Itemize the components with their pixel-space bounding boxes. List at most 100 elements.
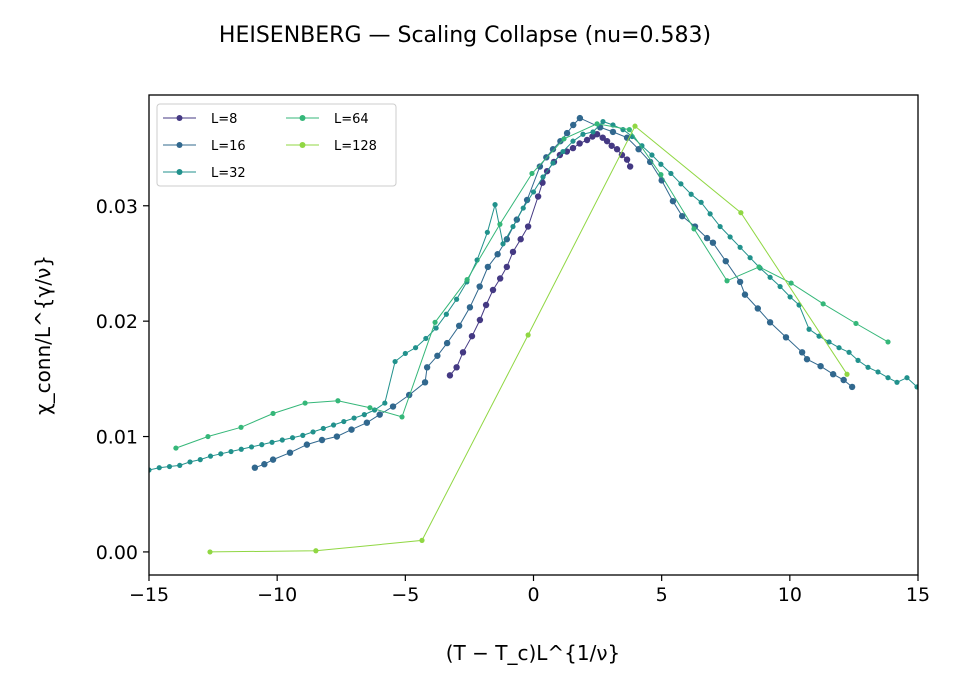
series-l-64 [173, 121, 891, 451]
data-point [536, 163, 544, 170]
data-point [688, 191, 694, 197]
data-point [520, 205, 526, 211]
data-point [885, 375, 891, 381]
data-point [348, 426, 355, 433]
data-point [446, 372, 454, 379]
data-point [218, 451, 224, 457]
data-point [618, 151, 626, 159]
legend-entry-l-16: L=16 [163, 139, 246, 154]
data-point [351, 415, 357, 421]
data-point [484, 229, 490, 235]
series-l-32 [149, 118, 918, 473]
data-point [503, 263, 511, 271]
data-point [443, 311, 449, 317]
data-point [914, 384, 918, 390]
data-point [904, 375, 910, 381]
data-point [787, 294, 793, 300]
legend: L=8 L=16 L=32 L=64 L=128 [156, 103, 397, 187]
data-point [836, 345, 842, 351]
data-point [576, 114, 584, 122]
data-point [623, 156, 631, 163]
data-point [454, 296, 460, 302]
data-point [590, 129, 596, 135]
data-point [875, 369, 881, 375]
data-point [443, 339, 451, 347]
legend-label: L=64 [334, 112, 369, 127]
data-point [197, 457, 203, 463]
data-point [563, 148, 571, 155]
data-point [885, 339, 891, 345]
data-point [270, 410, 276, 417]
x-tick-label: 15 [906, 584, 930, 606]
data-point [894, 379, 900, 385]
data-point [419, 537, 425, 543]
data-point [289, 435, 296, 441]
data-point [464, 277, 470, 283]
data-point [432, 319, 438, 325]
data-point [238, 446, 244, 452]
data-point [207, 549, 213, 555]
data-point [594, 121, 600, 127]
data-point [626, 127, 632, 133]
data-point [817, 362, 824, 370]
data-point [782, 334, 790, 341]
data-point [865, 364, 871, 370]
data-point [494, 251, 501, 258]
data-point [392, 358, 398, 365]
series-line [449, 133, 631, 376]
data-point [320, 425, 326, 432]
data-point [251, 464, 259, 471]
data-point [500, 241, 506, 247]
data-point [248, 444, 255, 450]
data-point [286, 449, 294, 456]
data-point [703, 234, 711, 242]
data-point [269, 456, 277, 463]
data-point [569, 144, 577, 152]
y-tick-label: 0.00 [96, 542, 138, 564]
data-point [341, 418, 347, 425]
data-point [523, 196, 531, 204]
data-point [363, 419, 371, 426]
data-point [423, 364, 431, 371]
data-point [228, 448, 234, 455]
data-point [333, 433, 341, 440]
data-point [238, 424, 244, 430]
data-point [399, 414, 405, 420]
legend-entry-l-32: L=32 [163, 166, 246, 181]
data-point [563, 129, 571, 137]
data-point [318, 436, 326, 444]
data-point [806, 326, 812, 332]
data-point [561, 136, 567, 142]
legend-entry-l-128: L=128 [286, 139, 377, 154]
data-point [453, 364, 460, 371]
data-point [747, 255, 753, 261]
y-axis: 0.00 0.01 0.02 0.03 [96, 196, 149, 564]
x-tick-label: 0 [527, 584, 539, 606]
data-point [626, 163, 634, 170]
data-point [534, 193, 542, 200]
data-point [402, 350, 408, 357]
data-point [658, 172, 664, 178]
data-point [846, 349, 852, 355]
y-tick-label: 0.03 [96, 196, 138, 218]
data-point [279, 437, 285, 443]
data-point [484, 263, 492, 271]
data-point [261, 461, 268, 468]
data-point [459, 349, 467, 356]
legend-marker [176, 169, 183, 175]
legend-label: L=128 [334, 139, 377, 154]
data-point [848, 383, 856, 391]
chart-title: HEISENBERG — Scaling Collapse (nu=0.583) [219, 23, 711, 48]
data-point [737, 244, 743, 250]
plot-area [149, 114, 918, 555]
data-point [510, 223, 516, 230]
data-point [302, 400, 308, 406]
data-point [509, 248, 517, 256]
data-point [756, 264, 762, 270]
data-point [433, 325, 439, 331]
x-axis-label: (T − T_c)L^{1/ν} [446, 641, 621, 665]
data-point [525, 332, 531, 338]
data-point [736, 278, 744, 286]
data-point [608, 142, 615, 149]
data-point [668, 170, 674, 177]
